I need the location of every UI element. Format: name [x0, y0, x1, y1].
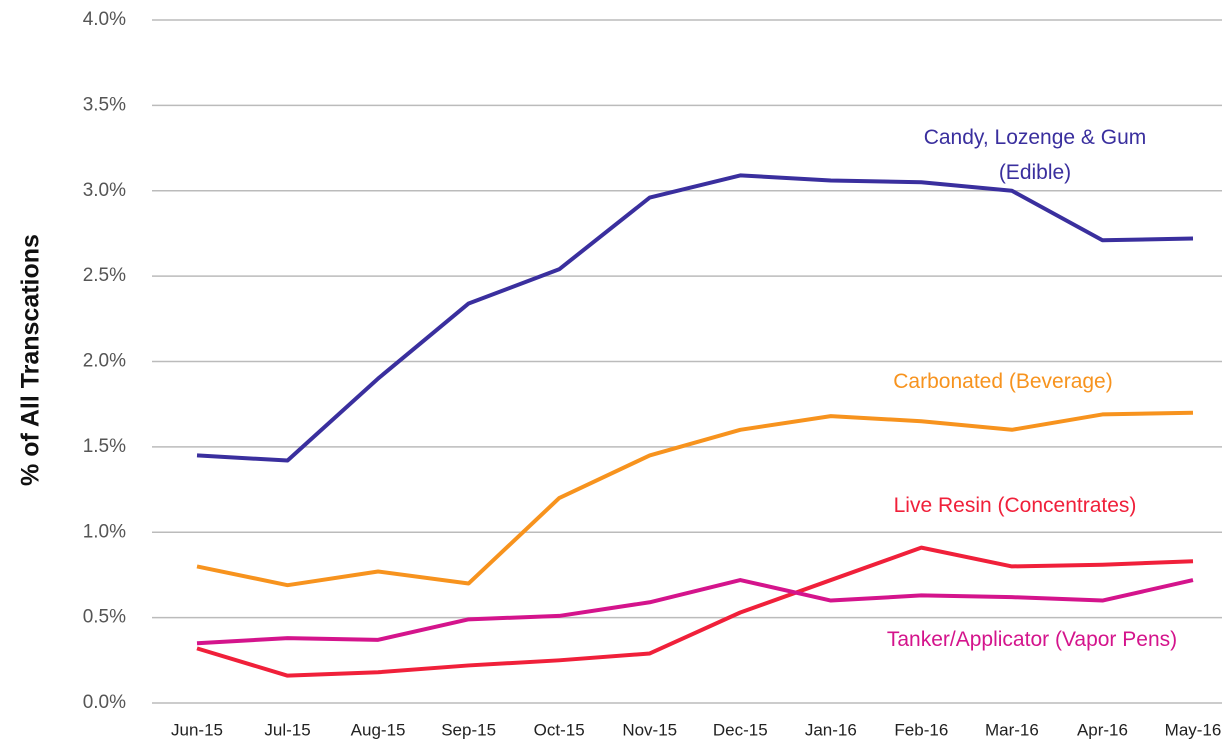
- series-label: Carbonated (Beverage): [893, 370, 1113, 393]
- x-tick-label: Jul-15: [264, 720, 310, 739]
- x-tick-label: Sep-15: [441, 720, 496, 739]
- y-tick-label: 2.0%: [83, 351, 126, 372]
- x-tick-label: Jan-16: [805, 720, 857, 739]
- y-tick-label: 1.0%: [83, 521, 126, 542]
- series-line: [196, 578, 1194, 646]
- x-tick-label: May-16: [1165, 720, 1222, 739]
- series-line: [196, 173, 1194, 463]
- series-label: Candy, Lozenge & Gum (Edible): [923, 126, 1147, 184]
- y-tick-label: 2.5%: [83, 265, 126, 286]
- x-tick-label: Feb-16: [894, 720, 948, 739]
- y-tick-label: 0.5%: [83, 607, 126, 628]
- x-tick-label: Nov-15: [622, 720, 677, 739]
- series-label: Live Resin (Concentrates): [893, 494, 1137, 517]
- x-tick-label: Oct-15: [534, 720, 585, 739]
- y-tick-label: 0.0%: [83, 692, 126, 713]
- y-tick-label: 1.5%: [83, 436, 126, 457]
- x-tick-label: Apr-16: [1077, 720, 1128, 739]
- series-line: [196, 545, 1194, 678]
- y-tick-label: 3.5%: [83, 94, 126, 115]
- x-tick-label: Jun-15: [171, 720, 223, 739]
- x-tick-label: Dec-15: [713, 720, 768, 739]
- series-label: Tanker/Applicator (Vapor Pens): [886, 628, 1178, 651]
- x-tick-label: Mar-16: [985, 720, 1039, 739]
- x-tick-label: Aug-15: [351, 720, 406, 739]
- y-tick-label: 3.0%: [83, 180, 126, 201]
- series-line: [196, 410, 1194, 588]
- y-axis-label: % of All Transcations: [17, 234, 45, 486]
- y-tick-label: 4.0%: [83, 9, 126, 30]
